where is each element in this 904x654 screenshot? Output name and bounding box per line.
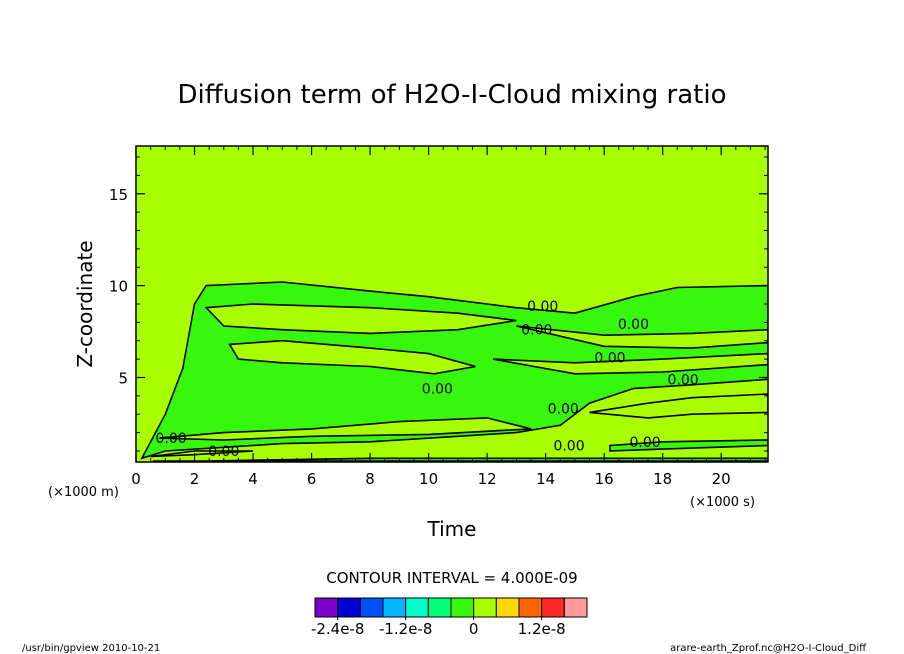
x-tick-label-5: 10 [419,470,438,488]
contour-label-8: 0.00 [422,382,453,398]
colorbar-swatch-9 [518,597,543,618]
zero-region-0 [204,303,517,335]
x-tick-label-3: 6 [307,470,317,488]
contour-label-0: 0.00 [156,431,187,447]
negative-region-1 [609,439,768,452]
colorbar-swatch-3 [382,597,407,618]
contour-label-3: 0.00 [521,323,552,339]
footer-right: arare-earth_Zprof.nc@H2O-I-Cloud_Diff [670,643,867,654]
colorbar-label-2: 0 [469,620,479,638]
colorbar-swatch-6 [450,597,475,618]
colorbar-swatch-4 [405,597,429,618]
contour-label-9: 0.00 [553,438,584,454]
x-tick-label-10: 20 [712,470,731,488]
contour-label-1: 0.00 [208,444,239,460]
x-tick-label-9: 18 [653,470,672,488]
colorbar-swatch-2 [359,597,384,618]
contour-label-6: 0.00 [668,372,699,388]
x-unit-label: (×1000 s) [690,495,755,510]
x-tick-label-0: 0 [131,470,141,488]
contour-labels: 0.00 0.00 0.00 0.00 0.00 0.00 0.00 0.00 0.00 0.00… [156,299,699,460]
zero-region-6 [150,450,254,458]
y-axis-label: Z-coordinate [73,240,97,367]
colorbar-swatch-1 [337,597,361,618]
zero-region-2 [516,325,768,349]
contour-label-5: 0.00 [594,350,625,366]
colorbar-labels: -2.4e-8 -1.2e-8 0 1.2e-8 [311,617,566,638]
zero-region-3 [492,352,768,375]
contour-fills [140,281,768,462]
footer-left: /usr/bin/gpview 2010-10-21 [22,643,160,654]
colorbar-swatch-0 [314,597,339,618]
colorbar [314,597,588,618]
zero-region-1 [228,339,476,375]
x-tick-label-7: 14 [536,470,555,488]
y-tick-label-1: 10 [109,278,128,296]
contour-label-2: 0.00 [527,299,558,315]
x-tick-label-8: 16 [595,470,614,488]
y-unit-label: (×1000 m) [48,485,119,500]
axis-ticks: 0 2 4 6 8 10 12 14 16 18 20 5 10 15 [109,146,768,488]
contour-interval: CONTOUR INTERVAL = 4.000E-09 [326,569,577,587]
x-tick-label-6: 12 [478,470,497,488]
zero-region-4 [589,393,768,419]
colorbar-label-1: -1.2e-8 [379,620,432,638]
y-tick-label-0: 5 [118,369,128,387]
x-tick-label-1: 2 [190,470,200,488]
colorbar-swatch-11 [563,597,588,618]
contour-label-4: 0.00 [618,317,649,333]
colorbar-label-3: 1.2e-8 [518,620,566,638]
colorbar-swatch-7 [473,597,497,618]
zero-region-5 [159,417,532,441]
colorbar-swatch-5 [427,597,452,618]
x-tick-label-2: 4 [248,470,258,488]
colorbar-swatch-8 [495,597,520,618]
colorbar-swatch-10 [541,597,565,618]
contour-label-7: 0.00 [548,402,579,418]
x-axis-label: Time [427,517,477,541]
chart-title: Diffusion term of H2O-I-Cloud mixing rat… [178,80,727,110]
colorbar-label-0: -2.4e-8 [311,620,364,638]
y-tick-label-2: 15 [109,186,128,204]
x-tick-label-4: 8 [365,470,375,488]
contour-label-10: 0.00 [630,435,661,451]
